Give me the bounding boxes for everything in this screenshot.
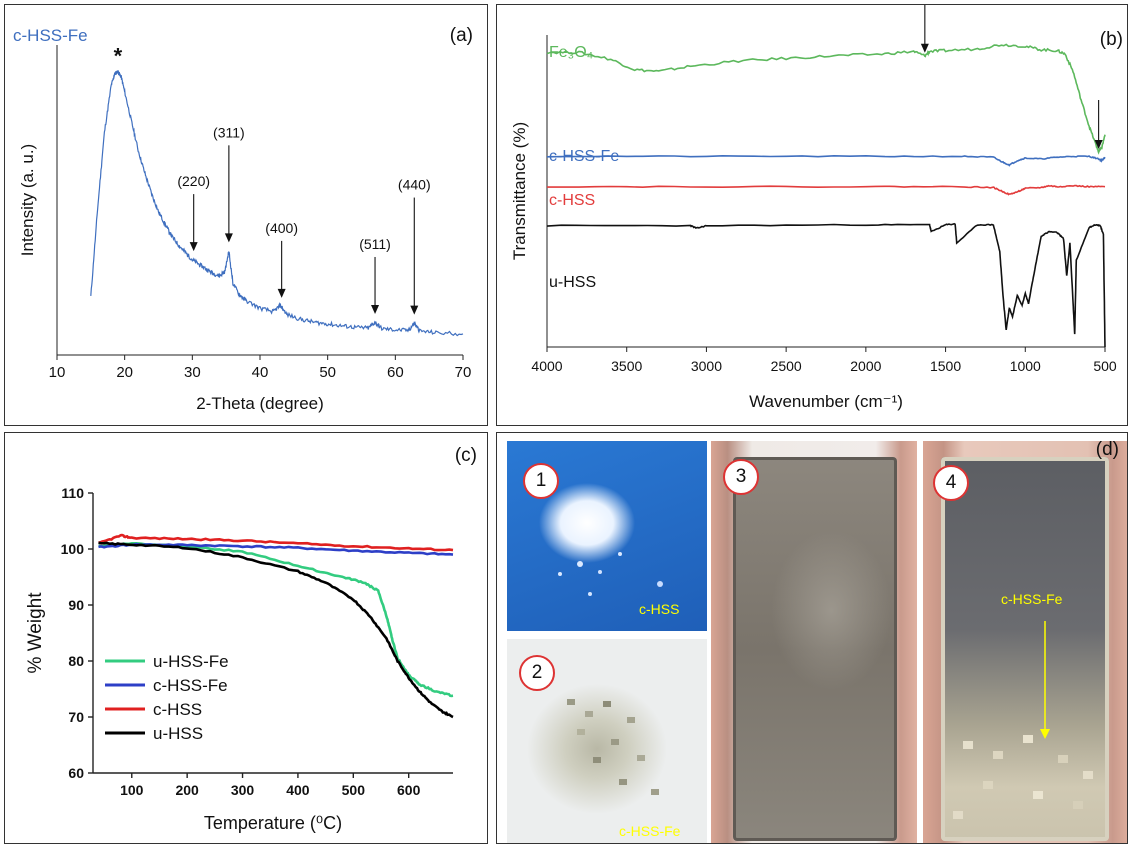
c-hss-powder-speckle	[577, 561, 583, 567]
x-tick-label-400: 400	[286, 782, 310, 798]
peak-label-511: (511)	[359, 236, 391, 252]
tga-chart: 60 70 80 90 100 110 100 200 300 400 500 600 Temperat…	[25, 445, 477, 833]
x-tick-label-1500: 1500	[930, 358, 961, 374]
panel-c-tga: 60 70 80 90 100 110 100 200 300 400 500 600 Temperat…	[4, 432, 488, 844]
series-line-c-hss	[98, 533, 454, 552]
series-line-fe-o	[546, 43, 1106, 155]
x-tick-label-70: 70	[455, 364, 472, 381]
legend-label-u-hss-fe: u-HSS-Fe	[153, 652, 229, 671]
panel-d-label: (d)	[1095, 439, 1119, 460]
x-tick-label-50: 50	[319, 364, 336, 381]
photo-3-number-badge: 3	[723, 459, 759, 495]
x-tick-label-500: 500	[1093, 358, 1117, 374]
photo-3: 3	[711, 441, 917, 843]
photo-2: 2 c-HSS-Fe	[507, 639, 707, 843]
series-label-u-hss: u-HSS	[549, 274, 596, 291]
arrow-head-3	[277, 288, 286, 298]
x-tick-label-1000: 1000	[1010, 358, 1041, 374]
series-label-c-hss: c-HSS	[549, 192, 595, 209]
y-tick-label-80: 80	[68, 653, 84, 669]
y-axis-title: Intensity (a. u.)	[18, 144, 37, 256]
series-line-c-hss	[547, 184, 1106, 196]
x-axis-title: Wavenumber (cm⁻¹)	[749, 392, 903, 411]
panel-a-xrd: 10 20 30 40 50 60 70 2-Theta (degree) Intensity …	[4, 4, 488, 426]
series-line-u-hss	[98, 541, 454, 719]
photo-4: 4 c-HSS-Fe	[923, 441, 1127, 843]
photo-4-arrow	[1040, 621, 1050, 739]
series-line-u-hss-fe	[98, 542, 454, 698]
x-tick-label-3500: 3500	[611, 358, 642, 374]
arrow-head-2	[224, 233, 233, 243]
series-label-c-hss-fe: c-HSS-Fe	[549, 148, 619, 165]
y-tick-label-70: 70	[68, 709, 84, 725]
photo-4-number-badge: 4	[933, 465, 969, 501]
peak-label-220: (220)	[177, 173, 210, 189]
steel-plate-bare	[733, 457, 897, 841]
photo-1: 1 c-HSS	[507, 441, 707, 631]
x-tick-label-40: 40	[252, 364, 269, 381]
x-tick-label-300: 300	[231, 782, 255, 798]
x-tick-label-30: 30	[184, 364, 201, 381]
x-tick-label-2500: 2500	[771, 358, 802, 374]
x-tick-label-2000: 2000	[850, 358, 881, 374]
x-tick-label-3000: 3000	[691, 358, 722, 374]
y-tick-label-100: 100	[61, 541, 85, 557]
legend-label-c-hss: c-HSS	[153, 700, 202, 719]
series-line-c-hss-fe	[546, 154, 1106, 167]
y-axis-title: Transmittance (%)	[510, 122, 529, 260]
photo-4-arrow-head	[1040, 729, 1050, 739]
coating-speckle	[963, 741, 973, 749]
steel-plate-coated	[941, 457, 1109, 841]
x-tick-label-4000: 4000	[531, 358, 562, 374]
y-axis-title: % Weight	[25, 592, 46, 674]
peak-label-311: (311)	[213, 124, 245, 140]
photo-1-caption: c-HSS	[639, 601, 680, 617]
y-tick-label-110: 110	[61, 485, 84, 501]
photo-2-number-badge: 2	[519, 655, 555, 691]
ftir-arrow-head-1	[1094, 140, 1103, 149]
x-tick-label-500: 500	[342, 782, 366, 798]
panel-label: (b)	[1100, 29, 1123, 50]
x-axis-title: 2-Theta (degree)	[196, 394, 324, 413]
photo-4-caption: c-HSS-Fe	[1001, 591, 1063, 607]
ftir-chart: 4000 3500 3000 2500 2000 1500 1000 500 Wavenumbe…	[510, 5, 1123, 411]
ftir-arrow-head-0	[920, 43, 929, 53]
panel-label: (c)	[455, 445, 477, 466]
peak-star-annotation: *	[114, 43, 123, 68]
x-tick-label-20: 20	[116, 364, 133, 381]
series-label-fe-o: Fe₃O₄	[549, 44, 593, 61]
panel-label: (a)	[450, 25, 473, 46]
x-tick-label-200: 200	[175, 782, 199, 798]
legend-label-c-hss-fe: c-HSS-Fe	[153, 676, 228, 695]
x-tick-label-10: 10	[49, 364, 66, 381]
x-axis-title: Temperature (⁰C)	[204, 813, 342, 833]
peak-label-400: (400)	[265, 220, 298, 236]
series-line-c-hss-fe	[90, 70, 464, 337]
panel-d-photos: 1 c-HSS 2 c-HSS-Fe 3 4 c-HSS-Fe (d)	[496, 432, 1128, 844]
peak-label-440: (440)	[398, 177, 431, 193]
series-line-u-hss	[546, 222, 1106, 348]
x-tick-label-100: 100	[120, 782, 144, 798]
arrow-head-4	[371, 304, 380, 314]
arrow-head-1	[189, 242, 198, 252]
chart-title: c-HSS-Fe	[13, 26, 88, 45]
x-tick-label-60: 60	[387, 364, 404, 381]
xrd-chart: 10 20 30 40 50 60 70 2-Theta (degree) Intensity …	[13, 25, 473, 413]
c-hss-fe-flakes	[567, 699, 575, 705]
x-tick-label-600: 600	[397, 782, 421, 798]
y-tick-label-90: 90	[68, 597, 84, 613]
panel-b-ftir: 4000 3500 3000 2500 2000 1500 1000 500 Wavenumbe…	[496, 4, 1128, 426]
y-tick-label-60: 60	[68, 765, 84, 781]
legend-label-u-hss: u-HSS	[153, 724, 203, 743]
arrow-head-5	[410, 305, 419, 315]
photo-2-caption: c-HSS-Fe	[619, 823, 681, 839]
photo-1-number-badge: 1	[523, 463, 559, 499]
